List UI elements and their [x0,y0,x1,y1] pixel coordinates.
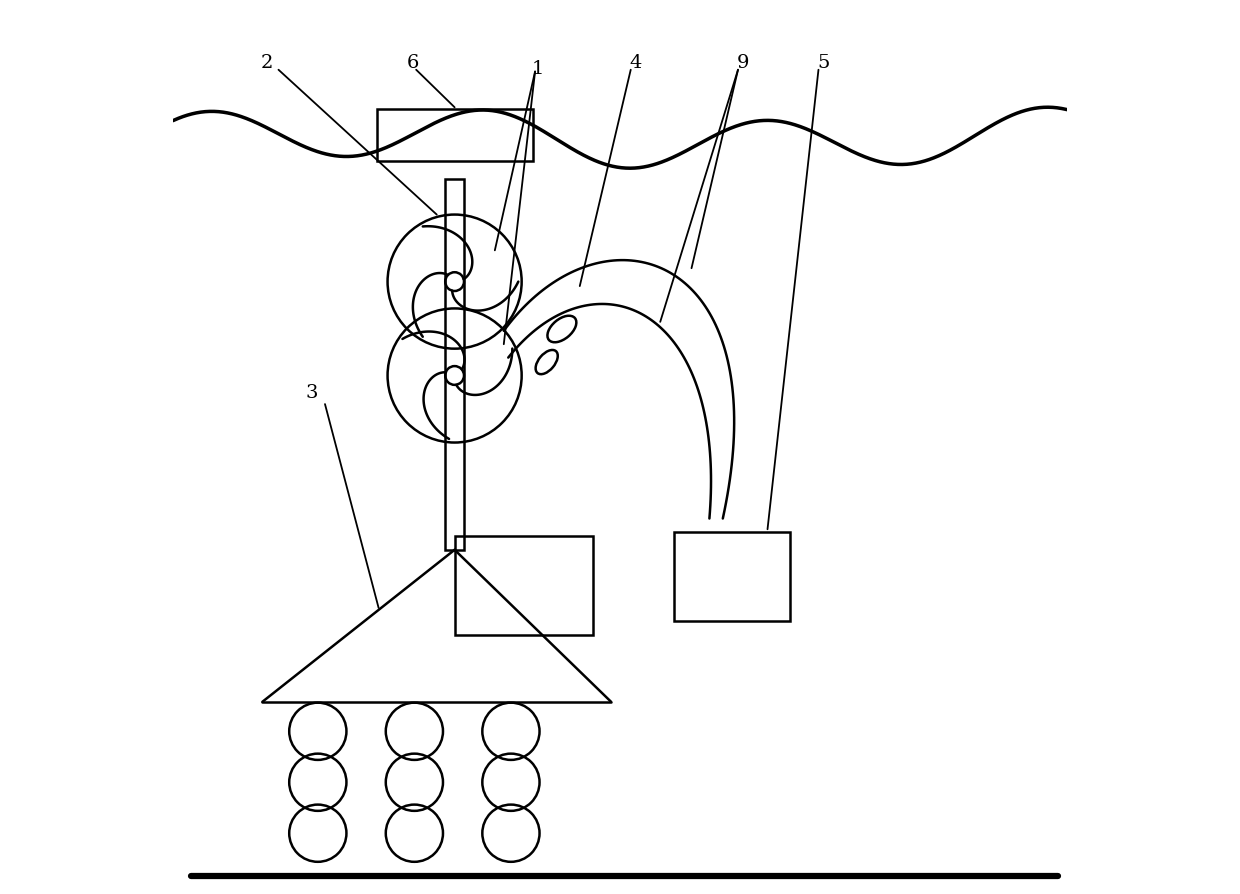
Text: 2: 2 [260,54,273,72]
Text: 1: 1 [532,60,544,78]
Bar [455,536,593,635]
Text: 4: 4 [630,54,642,72]
Bar [445,179,465,550]
Text: 9: 9 [737,54,750,72]
Bar [377,109,533,161]
Text: 3: 3 [305,384,317,402]
Text: 6: 6 [407,54,419,72]
Bar [673,532,790,621]
Text: 5: 5 [817,54,830,72]
